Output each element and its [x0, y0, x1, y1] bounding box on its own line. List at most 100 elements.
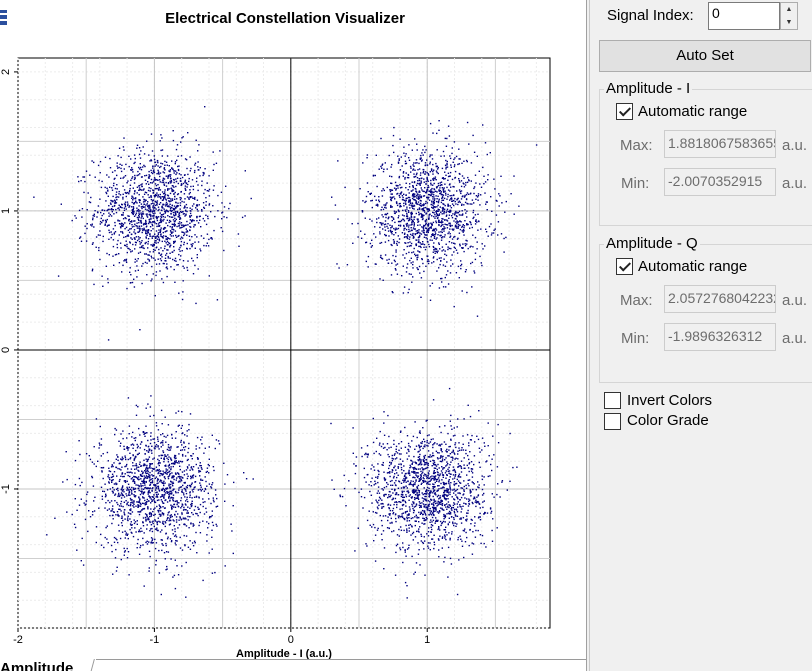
scatter-point [178, 519, 180, 521]
scatter-point [189, 219, 192, 221]
scatter-point [228, 207, 230, 210]
scatter-point [193, 486, 195, 489]
scatter-point [144, 179, 147, 181]
scatter-point [169, 242, 171, 245]
scatter-point [418, 478, 420, 480]
scatter-point [167, 188, 169, 190]
scatter-point [433, 188, 436, 191]
scatter-point [184, 205, 186, 207]
scatter-point [378, 217, 380, 219]
scatter-point [206, 233, 209, 235]
scatter-point [163, 167, 166, 169]
scatter-point [87, 530, 89, 533]
scatter-point [436, 191, 438, 193]
scatter-point [111, 187, 113, 189]
scatter-point [177, 165, 179, 168]
scatter-point [416, 149, 418, 151]
scatter-point [410, 224, 412, 226]
scatter-point [402, 561, 404, 564]
scatter-point [346, 264, 349, 266]
scatter-point [395, 448, 397, 450]
scatter-point [156, 235, 158, 237]
scatter-point [101, 180, 103, 183]
scatter-point [173, 223, 176, 225]
scatter-point [154, 519, 156, 521]
scatter-point [165, 488, 168, 490]
scatter-point [181, 224, 183, 226]
scatter-point [414, 233, 416, 235]
scatter-point [118, 253, 120, 255]
scatter-point [206, 540, 208, 542]
scatter-point [196, 436, 199, 439]
scatter-point [99, 160, 102, 163]
scatter-point [451, 242, 453, 244]
scatter-point [150, 244, 152, 246]
scatter-point [147, 506, 149, 508]
scatter-point [463, 225, 466, 227]
scatter-point [476, 496, 478, 498]
scatter-point [387, 483, 389, 486]
scatter-point [204, 168, 206, 170]
scatter-point [418, 203, 420, 206]
scatter-point [157, 216, 160, 218]
scatter-point [438, 198, 440, 200]
scatter-point [146, 470, 149, 472]
scatter-point [447, 189, 450, 191]
scatter-point [150, 160, 153, 162]
scatter-point [175, 460, 177, 462]
scatter-point [406, 245, 408, 248]
scatter-point [441, 196, 444, 199]
scatter-point [167, 242, 170, 244]
scatter-point [142, 488, 145, 490]
scatter-point [112, 228, 115, 230]
scatter-point [179, 460, 182, 463]
scatter-point [208, 175, 210, 177]
scatter-point [201, 184, 203, 187]
scatter-point [371, 526, 373, 528]
scatter-point [148, 196, 150, 199]
scatter-point [230, 523, 232, 525]
scatter-point [163, 495, 165, 497]
scatter-point [384, 204, 387, 207]
scatter-point [424, 574, 426, 576]
scatter-point [395, 188, 397, 190]
scatter-point [196, 552, 198, 554]
scatter-point [170, 198, 172, 200]
scatter-point [442, 206, 444, 209]
scatter-point [431, 154, 433, 156]
scatter-point [113, 213, 115, 215]
scatter-point [452, 449, 454, 451]
scatter-point [197, 508, 200, 510]
scatter-point [406, 452, 408, 454]
scatter-point [160, 442, 162, 444]
scatter-point [185, 488, 187, 490]
scatter-point [442, 249, 445, 251]
scatter-point [133, 203, 135, 205]
scatter-point [183, 231, 185, 234]
scatter-point [145, 475, 148, 477]
scatter-point [449, 222, 451, 224]
scatter-point [449, 235, 452, 237]
scatter-point [152, 167, 154, 169]
scatter-point [181, 176, 184, 179]
scatter-point [122, 177, 124, 179]
scatter-point [102, 240, 104, 243]
scatter-point [429, 521, 431, 523]
scatter-point [193, 509, 196, 511]
scatter-point [435, 190, 437, 192]
scatter-point [188, 429, 190, 431]
scatter-point [404, 209, 406, 211]
scatter-point [379, 222, 381, 224]
scatter-point [241, 216, 244, 219]
scatter-point [175, 500, 178, 502]
scatter-point [109, 167, 112, 169]
scatter-point [82, 564, 85, 566]
scatter-point [434, 250, 436, 252]
scatter-point [127, 517, 129, 519]
scatter-point [138, 147, 141, 149]
scatter-point [134, 261, 136, 263]
scatter-point [383, 422, 385, 424]
scatter-point [134, 157, 136, 160]
scatter-point [413, 225, 415, 227]
